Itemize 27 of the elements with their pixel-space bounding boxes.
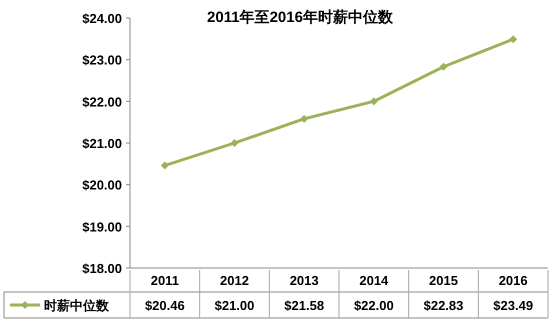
y-tick-label: $20.00 <box>82 178 122 193</box>
point <box>300 114 308 123</box>
data-label: $22.00 <box>354 298 394 313</box>
data-label: $21.00 <box>214 298 254 313</box>
y-tick-label: $22.00 <box>82 94 122 110</box>
x-tick-label: 2014 <box>359 273 390 288</box>
point <box>509 35 518 44</box>
point <box>440 62 448 71</box>
x-tick-label: 2013 <box>290 273 319 288</box>
y-tick-label: $18.00 <box>82 261 122 276</box>
data-label: $20.46 <box>144 298 185 313</box>
x-tick-label: 2011 <box>150 273 179 288</box>
x-tick-label: 2012 <box>220 273 249 288</box>
x-tick-label: 2016 <box>498 273 528 288</box>
x-tick-label: 2015 <box>429 273 458 288</box>
point <box>370 97 378 106</box>
point <box>230 139 238 147</box>
point <box>160 162 169 170</box>
y-tick-label: $24.00 <box>82 11 122 26</box>
y-tick-label: $21.00 <box>82 136 122 151</box>
y-tick-label: $23.00 <box>82 52 122 68</box>
chart-title: 2011年至2016年时薪中位数 <box>207 9 394 26</box>
data-label: $23.49 <box>493 298 534 313</box>
data-label: $22.83 <box>424 298 464 313</box>
legend-label: 时薪中位数 <box>44 298 110 313</box>
data-label: $21.58 <box>284 298 324 313</box>
y-tick-label: $19.00 <box>82 219 122 234</box>
